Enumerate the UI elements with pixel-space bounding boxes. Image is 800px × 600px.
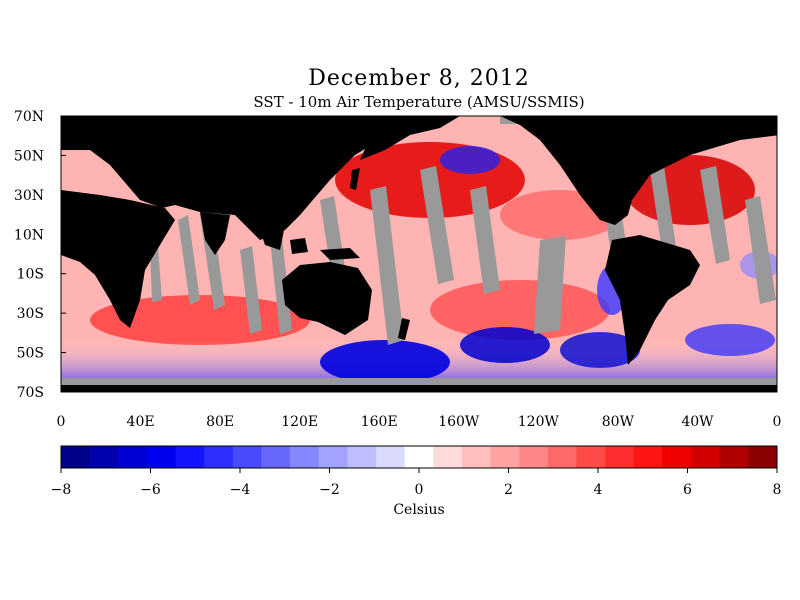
colorbar-unit-label: Celsius bbox=[393, 502, 444, 518]
colorbar: −8 −6 −4 −2 0 2 4 6 8 Celsius bbox=[51, 445, 782, 518]
map-title: December 8, 2012 bbox=[308, 66, 530, 91]
colorbar-cell bbox=[433, 446, 463, 468]
land-japan bbox=[350, 168, 360, 190]
lon-tick-label: 120W bbox=[518, 414, 560, 430]
cool-anomaly-north-pacific bbox=[440, 146, 500, 174]
land-south-america bbox=[605, 235, 700, 365]
colorbar-cell bbox=[576, 446, 606, 468]
colorbar-cell bbox=[490, 446, 520, 468]
colorbar-cell bbox=[662, 446, 692, 468]
cool-anomaly-south-pacific bbox=[460, 327, 550, 363]
land-australia bbox=[282, 262, 372, 335]
lon-tick-label: 80W bbox=[602, 414, 635, 430]
colorbar-cell bbox=[404, 446, 434, 468]
colorbar-cell bbox=[748, 446, 778, 468]
colorbar-cell bbox=[89, 446, 119, 468]
colorbar-cell bbox=[146, 446, 177, 468]
colorbar-cell bbox=[547, 446, 578, 468]
cool-anomaly-drake-passage bbox=[560, 332, 640, 368]
lon-tick-label: 160E bbox=[361, 414, 398, 430]
colorbar-cell bbox=[318, 446, 348, 468]
colorbar-tick-label: −4 bbox=[230, 482, 251, 498]
land-indochina bbox=[255, 215, 285, 250]
colorbar-cell bbox=[61, 446, 91, 468]
cool-anomaly-ross-sea bbox=[320, 340, 450, 384]
colorbar-cell bbox=[347, 446, 377, 468]
land-new-zealand bbox=[398, 318, 410, 340]
lon-tick-label: 0 bbox=[57, 414, 66, 430]
colorbar-cell bbox=[261, 446, 291, 468]
colorbar-tick-label: −8 bbox=[51, 482, 72, 498]
colorbar-cell bbox=[605, 446, 635, 468]
lat-tick-label: 70N bbox=[14, 109, 44, 125]
lon-tick-label: 80E bbox=[206, 414, 234, 430]
lon-tick-label: 40E bbox=[127, 414, 155, 430]
colorbar-tick-label: 0 bbox=[415, 482, 424, 498]
colorbar-cell bbox=[204, 446, 234, 468]
warm-anomaly-south-pacific bbox=[430, 280, 610, 340]
map-subtitle: SST - 10m Air Temperature (AMSU/SSMIS) bbox=[253, 93, 585, 111]
lat-tick-label: 50N bbox=[14, 148, 44, 164]
colorbar-cell bbox=[118, 446, 148, 468]
lon-tick-label: 120E bbox=[281, 414, 318, 430]
lon-tick-label: 40W bbox=[681, 414, 714, 430]
lat-tick-label: 30S bbox=[17, 306, 44, 322]
land-north-america bbox=[500, 116, 777, 225]
colorbar-cell bbox=[519, 446, 549, 468]
colorbar-cell bbox=[461, 446, 492, 468]
colorbar-cell bbox=[376, 446, 406, 468]
land bbox=[61, 116, 777, 392]
colorbar-cell bbox=[290, 446, 320, 468]
land-greenland bbox=[690, 116, 760, 140]
colorbar-ticks: −8 −6 −4 −2 0 2 4 6 8 bbox=[51, 468, 782, 498]
colorbar-tick-label: 4 bbox=[594, 482, 603, 498]
land-east-asia bbox=[360, 116, 460, 160]
colorbar-cell bbox=[175, 446, 205, 468]
land-new-guinea bbox=[320, 248, 360, 260]
map-plot-area bbox=[60, 115, 778, 393]
lat-tick-label: 70S bbox=[17, 385, 44, 401]
colorbar-tick-label: 2 bbox=[504, 482, 513, 498]
colorbar-cells bbox=[61, 446, 778, 468]
colorbar-tick-label: 6 bbox=[683, 482, 692, 498]
land-borneo bbox=[290, 238, 308, 254]
longitude-axis: 0 40E 80E 120E 160E 160W 120W 80W 40W 0 bbox=[57, 386, 782, 430]
colorbar-cell bbox=[633, 446, 663, 468]
latitude-axis: 70N 50N 30N 10N 10S 30S 50S 70S bbox=[14, 109, 66, 401]
land-africa bbox=[61, 190, 175, 328]
land-eurasia bbox=[61, 116, 430, 240]
lon-tick-label: 0 bbox=[773, 414, 782, 430]
cool-anomaly-south-atlantic bbox=[685, 324, 775, 356]
lat-tick-label: 10S bbox=[17, 267, 44, 283]
lat-tick-label: 10N bbox=[14, 227, 44, 243]
land-india bbox=[200, 212, 230, 255]
colorbar-cell bbox=[232, 446, 262, 468]
lat-tick-label: 30N bbox=[14, 188, 44, 204]
colorbar-tick-label: −2 bbox=[319, 482, 340, 498]
colorbar-tick-label: 8 bbox=[773, 482, 782, 498]
lon-tick-label: 160W bbox=[438, 414, 480, 430]
colorbar-cell bbox=[719, 446, 749, 468]
lat-tick-label: 50S bbox=[17, 346, 44, 362]
colorbar-cell bbox=[691, 446, 721, 468]
colorbar-tick-label: −6 bbox=[140, 482, 161, 498]
